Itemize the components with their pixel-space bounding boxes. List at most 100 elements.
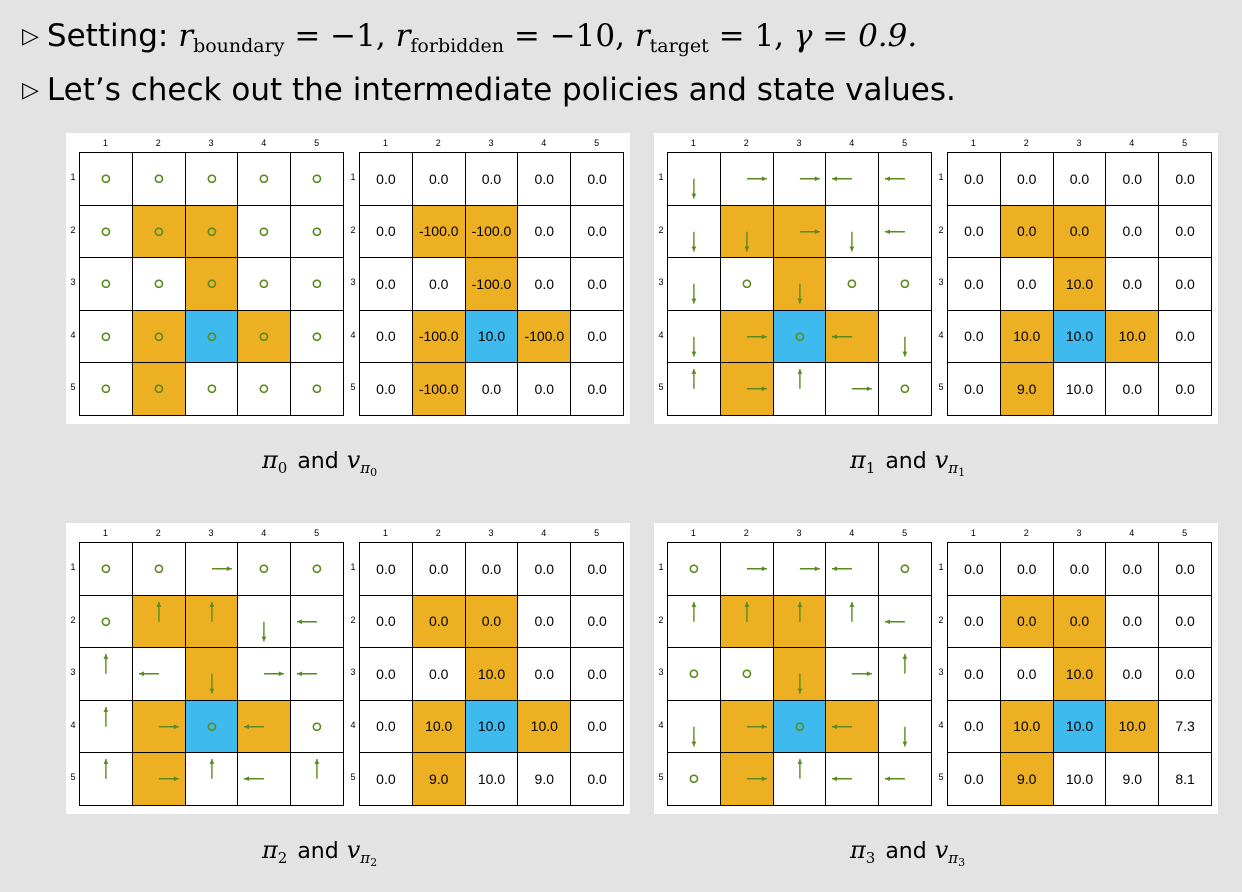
state-value-cell: 0.0 (1159, 205, 1212, 258)
arrow-up-icon (103, 653, 109, 674)
state-value-cell: 0.0 (1106, 543, 1160, 596)
arrow-down-icon (691, 336, 697, 357)
policy-cell (773, 543, 827, 596)
stay-circle-icon (207, 721, 216, 731)
policy-cell (132, 595, 186, 648)
row-label: 1 (938, 562, 944, 573)
stay-circle-icon (742, 279, 752, 289)
arrow-down-icon (691, 178, 697, 199)
column-label: 4 (849, 138, 855, 148)
stay-circle-icon (847, 279, 857, 289)
state-value-cell: 7.3 (1159, 700, 1212, 753)
row-label: 2 (350, 614, 356, 625)
row-label: 2 (70, 614, 76, 625)
column-label: 5 (314, 528, 320, 538)
policy-cell (720, 543, 774, 596)
state-value-cell: 0.0 (948, 700, 1001, 753)
row-label: 1 (658, 172, 664, 183)
stay-circle-icon (259, 564, 269, 574)
row-label: 3 (658, 667, 664, 678)
grid-world-panel: 1 2 3 4 5 1 2 3 4 5 1 2 3 4 5 1 2 3 4 5 0.0 0.0 0.0 0.0 0.0 0.0 0.… (654, 523, 1218, 814)
arrow-right-icon (746, 333, 767, 339)
state-value-cell: 0.0 (1053, 205, 1107, 258)
arrow-up-icon (797, 758, 802, 779)
caption-v: v (346, 836, 361, 864)
policy-cell (720, 205, 774, 258)
policy-cell (80, 753, 133, 806)
caption-pi: π (262, 836, 278, 864)
arrow-down-icon (209, 673, 214, 694)
state-value-cell: -100.0 (518, 310, 572, 363)
row-label: 1 (938, 172, 944, 183)
policy-cell (80, 543, 133, 596)
state-value-cell: 0.0 (1000, 648, 1054, 701)
arrow-right-icon (799, 228, 820, 234)
state-value-cell: 0.0 (465, 543, 519, 596)
arrow-up-icon (209, 758, 214, 779)
stay-circle-icon (101, 616, 111, 626)
state-value-cell: 0.0 (1106, 595, 1160, 648)
policy-cell (879, 258, 932, 311)
column-label: 3 (488, 528, 494, 538)
state-value-grid: 0.0 0.0 0.0 0.0 0.0 0.0 -100.0 -100.0 0.0 0.0 0.0 0… (359, 152, 624, 416)
row-label: 3 (658, 277, 664, 288)
policy-cell (826, 753, 880, 806)
caption-v-subscript-index: 3 (958, 856, 966, 869)
caption-v: v (346, 446, 361, 474)
arrow-down-icon (744, 231, 750, 252)
state-value-cell: 0.0 (518, 153, 572, 206)
state-value-cell: 0.0 (571, 648, 624, 701)
arrow-left-icon (885, 176, 906, 182)
policy-cell (773, 205, 827, 258)
arrow-left-icon (138, 671, 159, 677)
column-label: 2 (155, 138, 161, 148)
caption-v-subscript: π (948, 459, 959, 477)
row-label: 1 (350, 562, 356, 573)
arrow-right-icon (746, 386, 767, 392)
caption-v-subscript: π (360, 459, 371, 477)
state-value-cell: 0.0 (360, 700, 413, 753)
row-label: 3 (938, 277, 944, 288)
row-label: 4 (938, 329, 944, 340)
column-label: 2 (155, 528, 161, 538)
state-value-cell: 9.0 (1000, 363, 1054, 416)
row-label: 5 (658, 772, 664, 783)
policy-cell (668, 595, 721, 648)
policy-cell (720, 153, 774, 206)
column-label: 3 (488, 138, 494, 148)
state-value-cell: 10.0 (465, 310, 519, 363)
arrow-up-icon (209, 601, 214, 622)
arrow-down-icon (691, 726, 697, 747)
state-value-cell: 0.0 (948, 543, 1001, 596)
policy-cell (291, 205, 344, 258)
state-value-cell: 10.0 (465, 753, 519, 806)
caption-pi: π (850, 836, 866, 864)
policy-cell (826, 310, 880, 363)
stay-circle-icon (101, 279, 111, 289)
policy-cell (291, 153, 344, 206)
stay-circle-icon (259, 331, 269, 341)
r-forbidden-value: = −10, (513, 18, 625, 54)
state-value-cell: 0.0 (571, 310, 624, 363)
row-label: 4 (658, 329, 664, 340)
grid-world-panel: 1 2 3 4 5 1 2 3 4 5 1 2 3 4 5 1 2 3 4 5 0.0 0.0 0.0 0.0 0.0 0.0 0.… (654, 133, 1218, 424)
row-label: 2 (658, 224, 664, 235)
state-value-cell: 0.0 (1106, 153, 1160, 206)
state-value-cell: 10.0 (1106, 700, 1160, 753)
policy-cell (291, 543, 344, 596)
policy-cell (291, 595, 344, 648)
state-value-cell: 0.0 (1159, 363, 1212, 416)
column-label: 4 (261, 528, 267, 538)
arrow-up-icon (849, 601, 855, 622)
column-label: 5 (902, 138, 908, 148)
state-value-cell: 0.0 (1159, 310, 1212, 363)
arrow-down-icon (691, 283, 697, 304)
stay-circle-icon (154, 384, 164, 394)
policy-cell (238, 363, 292, 416)
policy-cell (668, 648, 721, 701)
intermediate-bullet: ▷ Let’s check out the intermediate polici… (22, 72, 956, 108)
stay-circle-icon (795, 721, 804, 731)
policy-cell (80, 205, 133, 258)
setting-label: Setting: (46, 18, 169, 54)
arrow-left-icon (885, 618, 906, 624)
